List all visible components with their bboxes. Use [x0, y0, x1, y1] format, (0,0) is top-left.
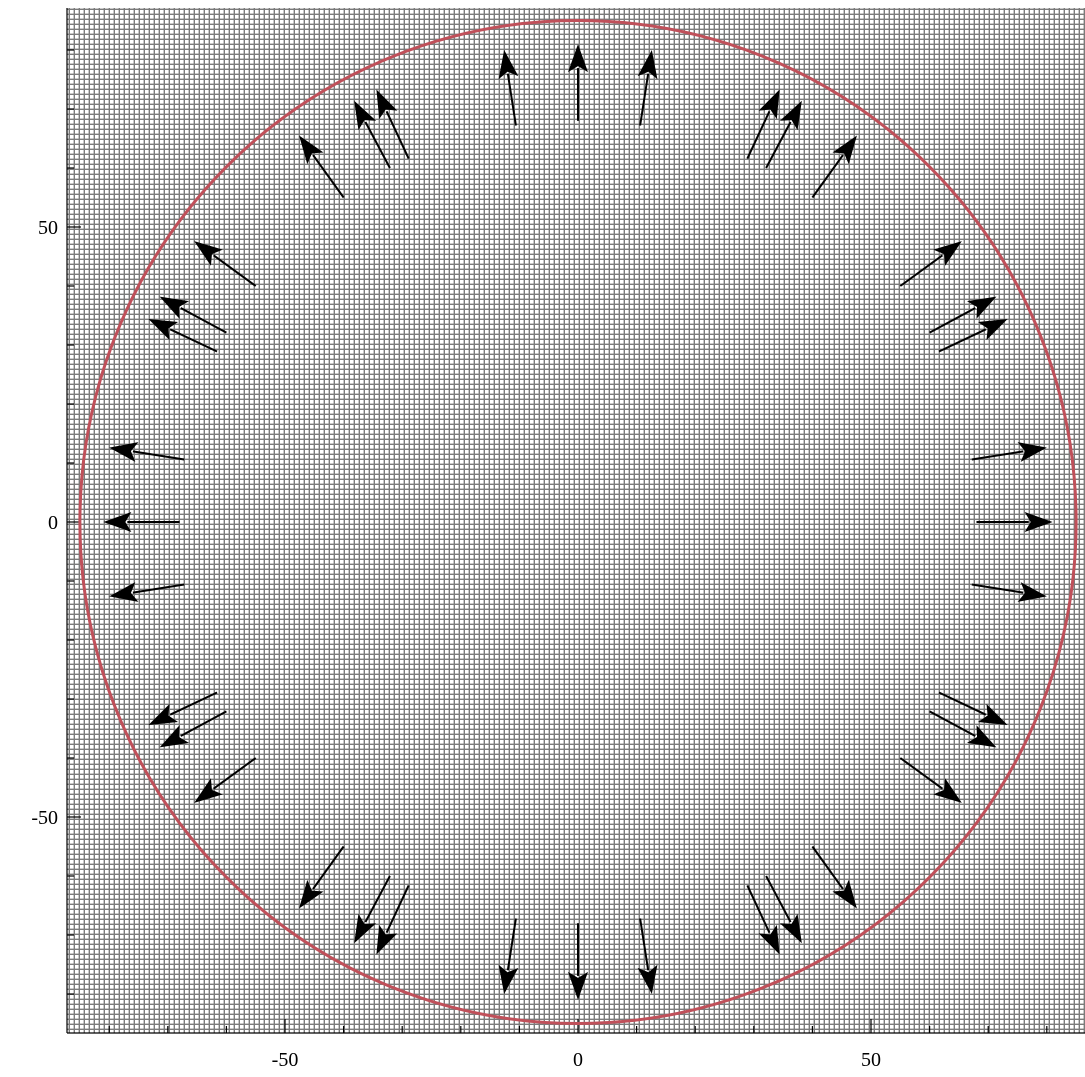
x-tick-label: -50	[272, 1049, 299, 1071]
y-tick-label: -50	[31, 807, 58, 829]
y-tick-label: 50	[38, 217, 58, 239]
y-tick-label: 0	[48, 512, 58, 534]
x-tick-label: 50	[861, 1049, 881, 1071]
x-tick-label: 0	[573, 1049, 583, 1071]
plot-area-grid	[67, 8, 1085, 1033]
